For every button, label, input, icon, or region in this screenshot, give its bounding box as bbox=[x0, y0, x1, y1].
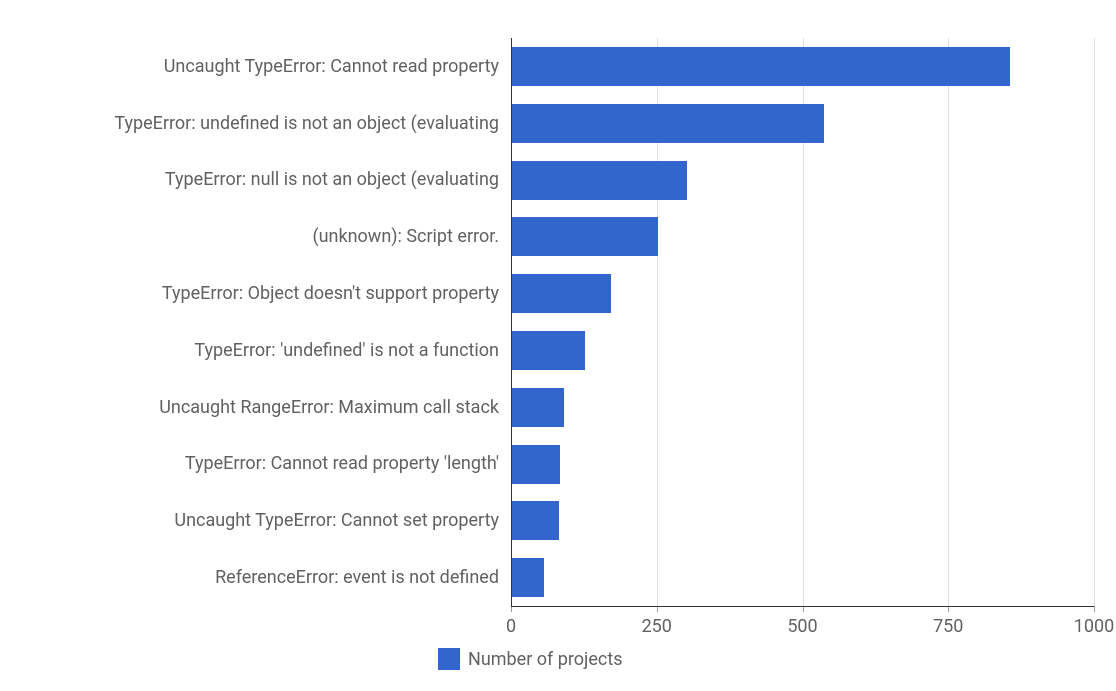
bar bbox=[512, 501, 559, 540]
x-tick-mark bbox=[1094, 606, 1095, 612]
bar bbox=[512, 161, 687, 200]
bar bbox=[512, 47, 1010, 86]
legend-label: Number of projects bbox=[468, 649, 623, 670]
chart-legend: Number of projects bbox=[438, 648, 623, 670]
legend-swatch bbox=[438, 648, 460, 670]
y-category-label: Uncaught TypeError: Cannot set property bbox=[174, 510, 499, 531]
bar bbox=[512, 445, 560, 484]
gridline bbox=[1094, 38, 1095, 606]
y-category-label: TypeError: null is not an object (evalua… bbox=[165, 169, 499, 190]
y-category-label: TypeError: Object doesn't support proper… bbox=[162, 283, 499, 304]
x-tick-label: 750 bbox=[908, 616, 988, 637]
y-category-label: TypeError: undefined is not an object (e… bbox=[114, 113, 499, 134]
y-category-label: TypeError: 'undefined' is not a function bbox=[194, 340, 499, 361]
y-category-label: Uncaught RangeError: Maximum call stack bbox=[159, 397, 499, 418]
y-category-label: ReferenceError: event is not defined bbox=[215, 567, 499, 588]
gridline bbox=[948, 38, 949, 606]
y-category-label: (unknown): Script error. bbox=[312, 226, 499, 247]
bar bbox=[512, 388, 564, 427]
y-category-label: Uncaught TypeError: Cannot read property bbox=[164, 56, 499, 77]
y-category-label: TypeError: Cannot read property 'length' bbox=[185, 453, 499, 474]
bar bbox=[512, 104, 824, 143]
bar bbox=[512, 558, 544, 597]
bar bbox=[512, 217, 658, 256]
x-tick-label: 500 bbox=[763, 616, 843, 637]
error-frequency-bar-chart: Number of projects 0 250 500 750 1000 Uncaugh… bbox=[0, 0, 1116, 691]
x-tick-label: 250 bbox=[617, 616, 697, 637]
bar bbox=[512, 331, 585, 370]
x-axis-line bbox=[511, 606, 1094, 607]
x-tick-label: 0 bbox=[471, 616, 551, 637]
bar bbox=[512, 274, 611, 313]
x-tick-label: 1000 bbox=[1054, 616, 1116, 637]
